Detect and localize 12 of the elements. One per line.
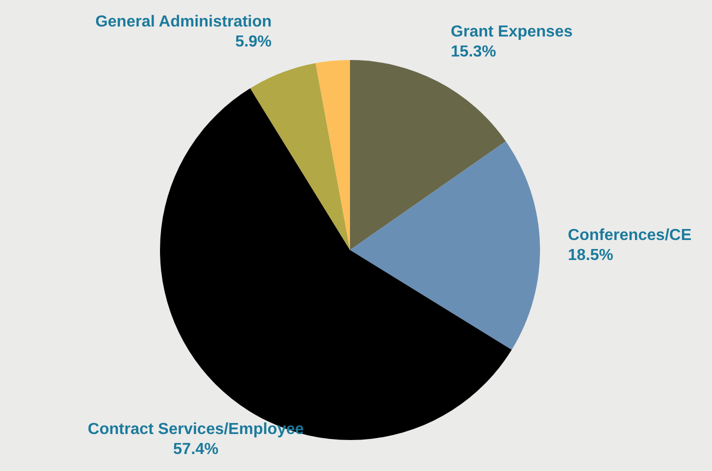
slice-label: Conferences/CE [568,226,692,244]
data-label: 15.3% [450,44,496,61]
slice-label: General Administration [95,14,272,31]
pie-slice [350,60,506,250]
data-label: 5.9% [235,34,272,51]
pie-slice [160,88,512,440]
pie-slice [250,63,350,250]
slice-label: Grant Expenses [450,24,573,41]
data-label: 57.4% [173,441,219,458]
pie-slice [350,141,540,350]
pie-slice [316,60,350,250]
data-label: 18.5% [568,246,614,264]
